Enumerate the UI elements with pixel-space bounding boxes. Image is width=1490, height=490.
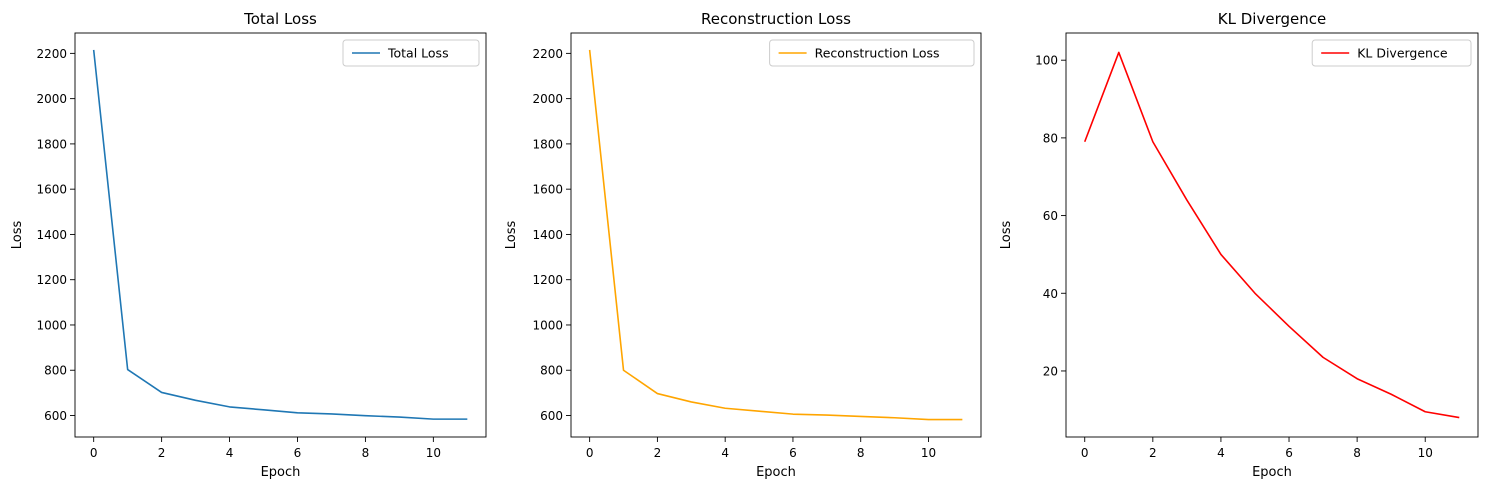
x-tick-label: 10	[921, 446, 936, 460]
y-tick-label: 1200	[532, 273, 563, 287]
chart-panel-3: KL Divergence 0 2 4 6 8 10 20 40 60 80 100 Epoch Loss…	[999, 10, 1479, 480]
y-axis-label: Loss	[999, 221, 1014, 250]
x-tick-label: 4	[226, 446, 234, 460]
x-tick-label: 6	[1285, 446, 1293, 460]
y-axis-label: Loss	[504, 221, 519, 250]
series-line-1	[92, 49, 468, 420]
x-tick-label: 8	[362, 446, 370, 460]
y-tick-label: 1400	[36, 228, 67, 242]
x-axis-label: Epoch	[756, 465, 796, 480]
y-tick-label: 1800	[532, 137, 563, 151]
x-tick-label: 0	[90, 446, 98, 460]
legend-label: Total Loss	[387, 46, 449, 61]
y-tick-label: 1600	[36, 183, 67, 197]
x-tick-label: 2	[1149, 446, 1157, 460]
legend: Total Loss	[342, 39, 480, 67]
y-tick-label: 1800	[36, 137, 67, 151]
plot-frame	[570, 32, 982, 438]
y-tick-label: 20	[1043, 364, 1058, 378]
x-tick-label: 2	[654, 446, 662, 460]
legend-label: Reconstruction Loss	[815, 46, 940, 61]
x-axis-label: Epoch	[1252, 465, 1292, 480]
y-tick-label: 80	[1043, 131, 1058, 145]
legend: KL Divergence	[1311, 39, 1472, 67]
y-tick-label: 2200	[532, 47, 563, 61]
y-tick-label: 1200	[36, 273, 67, 287]
y-tick-label: 800	[540, 364, 563, 378]
y-tick-label: 100	[1035, 54, 1058, 68]
y-tick-label: 40	[1043, 287, 1058, 301]
plot-frame	[74, 32, 487, 438]
y-tick-label: 60	[1043, 209, 1058, 223]
x-tick-label: 8	[1353, 446, 1361, 460]
chart-panel-2: Reconstruction Loss 0 2 4 6 8 10 600 800 1000 1200…	[504, 10, 982, 480]
x-tick-label: 10	[426, 446, 441, 460]
x-tick-label: 2	[158, 446, 166, 460]
chart-title: Reconstruction Loss	[701, 10, 851, 28]
y-tick-label: 1000	[36, 318, 67, 332]
chart-title: KL Divergence	[1218, 10, 1326, 28]
y-tick-label: 600	[540, 409, 563, 423]
legend-label: KL Divergence	[1357, 46, 1448, 61]
legend-box	[769, 39, 975, 67]
x-tick-label: 6	[294, 446, 302, 460]
x-tick-label: 8	[857, 446, 865, 460]
series-line-1	[1083, 51, 1460, 419]
x-tick-label: 6	[789, 446, 797, 460]
chart-title: Total Loss	[243, 10, 317, 28]
y-tick-label: 2000	[532, 92, 563, 106]
x-tick-label: 0	[1081, 446, 1089, 460]
y-tick-label: 600	[44, 409, 67, 423]
x-axis-label: Epoch	[261, 465, 301, 480]
y-axis-label: Loss	[10, 221, 25, 250]
y-tick-label: 1000	[532, 318, 563, 332]
y-tick-label: 1600	[532, 183, 563, 197]
legend: Reconstruction Loss	[769, 39, 975, 67]
x-tick-label: 4	[721, 446, 729, 460]
x-tick-label: 4	[1217, 446, 1225, 460]
x-tick-label: 0	[586, 446, 594, 460]
plot-frame	[1065, 32, 1479, 438]
y-tick-label: 2000	[36, 92, 67, 106]
legend-box	[342, 39, 480, 67]
y-tick-label: 2200	[36, 47, 67, 61]
series-line-1	[588, 49, 963, 421]
chart-panel-1: Total Loss 0 2 4 6 8 10 600 800 1000 1200 1400 1600 1…	[10, 10, 487, 480]
x-tick-label: 10	[1418, 446, 1433, 460]
y-tick-label: 800	[44, 364, 67, 378]
legend-box	[1311, 39, 1472, 67]
y-tick-label: 1400	[532, 228, 563, 242]
